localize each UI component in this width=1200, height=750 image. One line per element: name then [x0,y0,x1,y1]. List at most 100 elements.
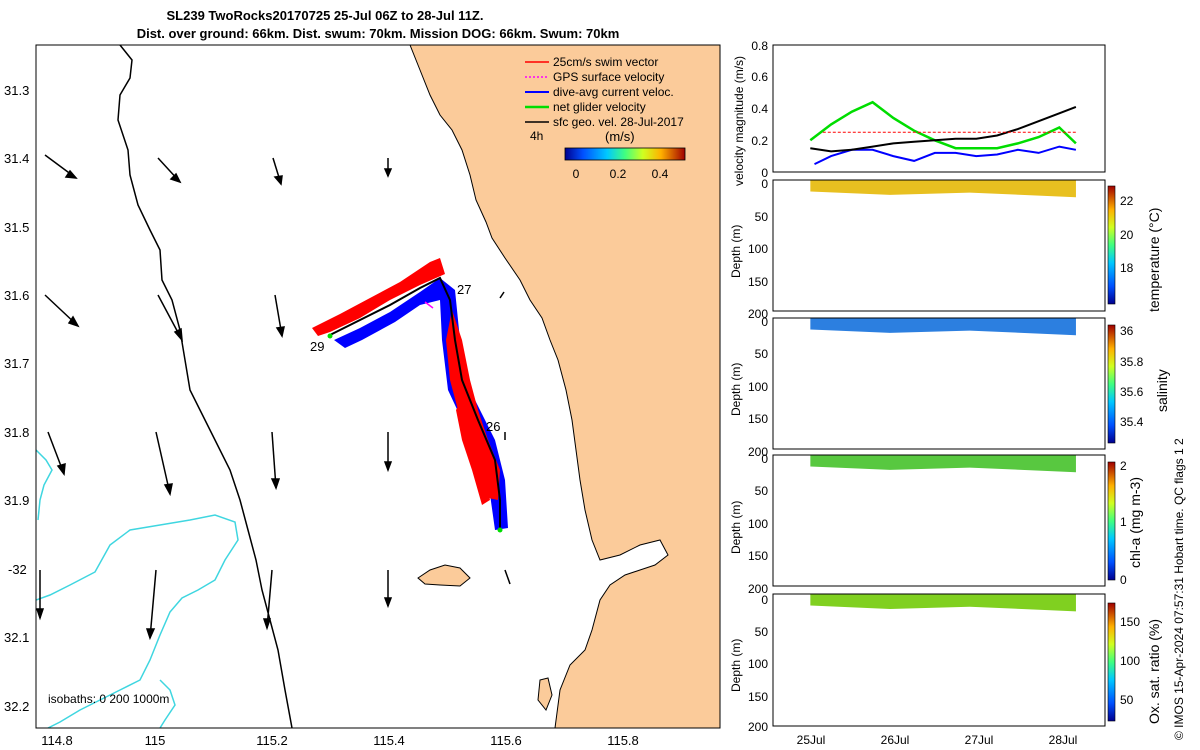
map-x-tick: 115.8 [607,733,639,748]
map-colorbar-tick-1: 0.2 [610,167,627,181]
map-y-tick: 31.8 [4,425,29,440]
sal-cb-tick: 36 [1120,324,1134,338]
map-colorbar-unit: (m/s) [605,129,635,144]
chla-section [810,455,1076,473]
ox-y-label: Depth (m) [729,639,743,692]
ox-y-tick: 0 [761,593,768,607]
sal-y-tick: 0 [761,315,768,329]
temp-cb-label: temperature (°C) [1146,208,1162,312]
temp-y-tick: 50 [755,210,769,224]
ox-cb-tick: 100 [1120,654,1140,668]
sal-cb-label: salinity [1154,369,1170,412]
ox-cb-tick: 150 [1120,615,1140,629]
isobath-1000 [36,449,239,728]
map-x-tick: 115.4 [373,733,405,748]
isobath-200 [117,45,293,728]
map-colorbar-tick-0: 0 [573,167,580,181]
sal-y-tick: 100 [748,380,768,394]
map-x-tick: 115.2 [256,733,288,748]
chl-y-tick: 0 [761,452,768,466]
temperature-section [810,180,1076,198]
chl-cb-label: chl-a (mg m-3) [1127,477,1143,568]
sal-y-tick: 200 [748,445,768,459]
waypoint-label-26: 26 [486,419,500,434]
map-y-tick: 31.9 [4,493,29,508]
waypoint-label-27: 27 [457,282,471,297]
temp-y-tick: 150 [748,275,768,289]
isobath-label: isobaths: 0 200 1000m [48,692,169,706]
velocity-series-line [810,105,1077,153]
map-colorbar [564,147,686,161]
legend-net-velocity: net glider velocity [553,100,646,114]
map-y-tick: 31.5 [4,220,29,235]
map-x-tick: 114.8 [41,733,73,748]
velocity-panel: 0 0.2 0.4 0.6 0.8 velocity magnitude (m/… [732,39,1106,186]
ox-y-tick: 200 [748,720,768,734]
title-line-2: Dist. over ground: 66km. Dist. swum: 70k… [137,26,620,41]
map-y-tick: 31.6 [4,288,29,303]
map-x-tick: 115 [145,733,166,748]
map-y-tick: 31.7 [4,356,29,371]
vel-y-tick: 0.2 [751,134,768,148]
temp-y-tick: 200 [748,307,768,321]
date-tick: 26Jul [881,733,910,747]
chl-y-tick: 100 [748,517,768,531]
chla-panel: Depth (m) 0 50 100 150 200 0 1 2 chl-a (… [729,452,1143,596]
ox-cb-label: Ox. sat. ratio (%) [1146,619,1162,724]
title-line-1: SL239 TwoRocks20170725 25-Jul 06Z to 28-… [167,8,484,23]
map-colorbar-tick-2: 0.4 [652,167,669,181]
vel-y-tick: 0.4 [751,102,768,116]
legend-sfc-geo-velocity: sfc geo. vel. 28-Jul-2017 [553,115,684,129]
ox-colorbar [1107,602,1116,722]
map-y-tick: 32.1 [4,630,29,645]
map-x-axis: 114.8 115 115.2 115.4 115.6 115.8 [41,733,639,748]
imos-credit: © IMOS 15-Apr-2024 07:57:31 Hobart time.… [1172,438,1186,740]
sal-y-tick: 50 [755,347,769,361]
glider-track [312,258,508,533]
chl-y-label: Depth (m) [729,501,743,554]
temp-cb-tick: 20 [1120,228,1134,242]
temp-y-tick: 100 [748,242,768,256]
oxygen-section [810,594,1076,612]
map-legend: 25cm/s swim vector GPS surface velocity … [525,55,686,181]
land-mass [409,45,720,728]
chl-y-tick: 50 [755,484,769,498]
salinity-section [810,318,1076,336]
velocity-series-line [809,100,1077,150]
timestep-label: 4h [530,129,543,143]
temp-y-tick: 0 [761,177,768,191]
map-y-axis: 31.3 31.4 31.5 31.6 31.7 31.8 31.9 -32 3… [4,83,29,714]
chl-cb-tick: 2 [1120,459,1127,473]
chl-cb-tick: 0 [1120,573,1127,587]
island [417,564,471,587]
chl-y-tick: 150 [748,549,768,563]
sal-cb-tick: 35.4 [1120,415,1144,429]
sal-cb-tick: 35.6 [1120,385,1144,399]
sal-colorbar [1107,324,1116,444]
vel-y-label: velocity magnitude (m/s) [732,56,746,186]
date-tick: 27Jul [965,733,994,747]
vel-y-tick: 0.8 [751,39,768,53]
sfc-geo-velocity-arrows [36,154,511,641]
map-panel: 27 29 26 isobaths: 0 200 1000m 25cm/s sw… [4,44,721,748]
oxygen-panel: Depth (m) 0 50 100 150 200 50 100 150 Ox… [729,593,1162,747]
chl-colorbar [1107,461,1116,581]
map-y-tick: 31.3 [4,83,29,98]
map-y-tick: 32.2 [4,699,29,714]
sal-cb-tick: 35.8 [1120,355,1144,369]
ox-cb-tick: 50 [1120,693,1134,707]
temp-colorbar [1107,185,1116,305]
ox-y-tick: 100 [748,657,768,671]
map-y-tick: 31.4 [4,151,29,166]
map-y-tick: -32 [8,562,27,577]
temp-cb-tick: 18 [1120,261,1134,275]
chl-y-tick: 200 [748,582,768,596]
chl-cb-tick: 1 [1120,515,1127,529]
vel-y-tick: 0.6 [751,70,768,84]
legend-gps-velocity: GPS surface velocity [553,70,664,84]
date-tick: 28Jul [1049,733,1078,747]
ox-y-tick: 50 [755,625,769,639]
ox-y-tick: 150 [748,690,768,704]
date-tick: 25Jul [797,733,826,747]
